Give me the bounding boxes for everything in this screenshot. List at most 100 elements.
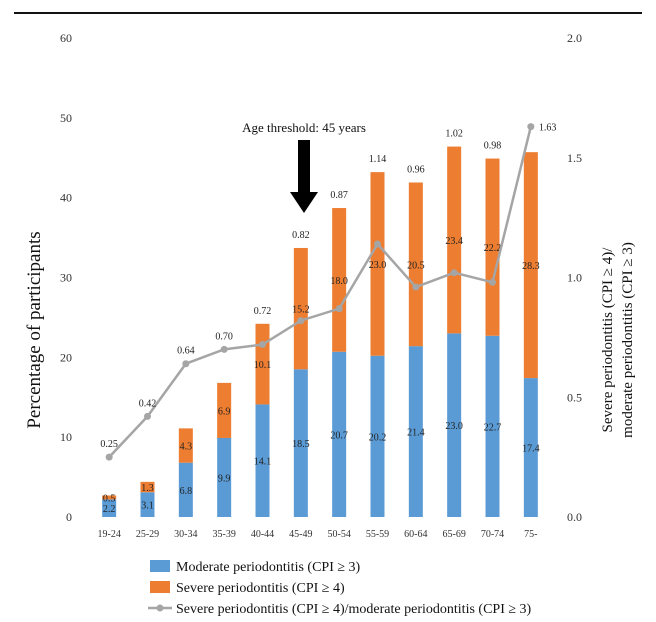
ratio-label: 0.87 <box>330 190 348 201</box>
ratio-label: 1.02 <box>445 129 463 140</box>
bar-moderate <box>485 335 500 517</box>
legend-swatch-marker <box>156 604 164 612</box>
y-tick-label: 30 <box>60 271 72 285</box>
bar-moderate <box>332 351 347 517</box>
bar-label-moderate: 9.9 <box>218 473 231 484</box>
bar-label-severe: 23.4 <box>445 236 463 247</box>
bar-label-severe: 6.9 <box>218 406 231 417</box>
x-tick-label: 65-69 <box>442 529 465 540</box>
ratio-point <box>527 123 535 131</box>
bar-label-moderate: 20.2 <box>369 432 387 443</box>
x-tick-label: 60-64 <box>404 529 427 540</box>
x-tick-label: 55-59 <box>366 529 389 540</box>
ratio-point <box>182 360 190 368</box>
bar-label-moderate: 18.5 <box>292 439 310 450</box>
bar-moderate <box>370 355 385 517</box>
ratio-label: 0.82 <box>292 230 310 241</box>
x-tick-label: 75- <box>524 529 537 540</box>
y2-tick-label: 2.0 <box>567 31 582 45</box>
bar-label-severe: 1.3 <box>141 483 154 494</box>
y2-tick-label: 0.5 <box>567 390 582 404</box>
bar-label-severe: 18.0 <box>330 276 348 287</box>
bar-moderate <box>140 492 155 517</box>
ratio-point <box>489 278 496 286</box>
ratio-label: 0.64 <box>177 346 195 357</box>
bar-label-moderate: 17.4 <box>522 444 540 455</box>
bar-severe <box>140 481 155 493</box>
bar-label-severe: 28.3 <box>522 261 540 272</box>
y-tick-label: 40 <box>60 191 72 205</box>
y-tick-label: 10 <box>60 430 72 444</box>
bar-label-severe: 0.5 <box>103 493 116 504</box>
ratio-point <box>105 453 113 461</box>
ratio-label: 0.98 <box>484 141 502 152</box>
x-tick-label: 45-49 <box>289 529 312 540</box>
ratio-point <box>297 317 305 325</box>
ratio-point <box>335 305 343 313</box>
bar-severe <box>447 146 462 334</box>
ratio-label: 0.42 <box>139 398 157 409</box>
bar-label-moderate: 14.1 <box>254 457 272 468</box>
bar-label-severe: 4.3 <box>180 442 193 453</box>
ratio-point <box>144 412 151 420</box>
bar-severe <box>102 495 117 500</box>
ratio-point <box>374 240 381 248</box>
bar-label-moderate: 6.8 <box>180 486 193 497</box>
bar-label-severe: 20.5 <box>407 260 425 271</box>
bar-severe <box>408 182 423 347</box>
ratio-line <box>108 126 533 458</box>
ratio-label: 1.63 <box>539 123 557 134</box>
legend-swatch <box>150 560 170 572</box>
legend-swatch <box>150 581 170 593</box>
y-tick-label: 20 <box>60 350 72 364</box>
y-tick-label: 50 <box>60 111 72 125</box>
ratio-point <box>450 269 458 277</box>
bar-label-moderate: 23.0 <box>445 421 463 432</box>
bar-label-severe: 22.2 <box>484 243 502 254</box>
ratio-label: 0.25 <box>100 439 118 450</box>
ratio-label: 0.70 <box>215 331 233 342</box>
bar-label-severe: 23.0 <box>369 260 387 271</box>
y2-tick-label: 1.0 <box>567 271 582 285</box>
bar-moderate <box>447 333 462 517</box>
age-threshold-annotation: Age threshold: 45 years <box>242 120 366 135</box>
bar-label-moderate: 20.7 <box>330 430 348 441</box>
bar-moderate <box>217 437 232 517</box>
ratio-point <box>412 283 420 291</box>
top-rule <box>14 12 642 14</box>
bar-moderate <box>408 346 423 517</box>
bar-moderate <box>293 369 308 517</box>
x-tick-label: 35-39 <box>212 529 235 540</box>
x-tick-label: 30-34 <box>174 529 197 540</box>
x-tick-label: 19-24 <box>97 529 120 540</box>
legend-label: Severe periodontitis (CPI ≥ 4)/moderate … <box>176 602 532 617</box>
bar-label-moderate: 21.4 <box>407 428 425 439</box>
y2-tick-label: 1.5 <box>567 151 582 165</box>
y2-tick-label: 0.0 <box>567 510 582 524</box>
y2-axis-label-line1: Severe periodontitis (CPI ≥ 4)/ <box>600 247 616 433</box>
bar-label-moderate: 2.2 <box>103 504 116 515</box>
x-tick-label: 25-29 <box>136 529 159 540</box>
ratio-label: 1.14 <box>369 154 387 165</box>
ratio-point <box>220 345 228 353</box>
x-tick-label: 50-54 <box>327 529 350 540</box>
y-tick-label: 60 <box>60 31 72 45</box>
bar-label-moderate: 22.7 <box>484 422 502 433</box>
bar-label-severe: 15.2 <box>292 305 310 316</box>
x-tick-label: 70-74 <box>481 529 504 540</box>
bar-severe <box>178 428 193 463</box>
bar-severe <box>523 152 538 379</box>
bar-moderate <box>255 404 270 517</box>
bar-moderate <box>102 499 117 517</box>
bar-severe <box>370 172 385 356</box>
bar-moderate <box>523 378 538 517</box>
bar-label-severe: 10.1 <box>254 360 272 371</box>
y-tick-label: 0 <box>66 510 72 524</box>
bar-severe <box>293 247 308 370</box>
bar-severe <box>332 208 347 352</box>
bar-severe <box>485 158 500 336</box>
ratio-point <box>259 341 266 349</box>
y2-axis-label-line2: moderate periodontitis (CPI ≥ 3) <box>620 242 636 438</box>
y-axis-label: Percentage of participants <box>24 231 45 428</box>
down-arrow-icon <box>290 140 318 213</box>
